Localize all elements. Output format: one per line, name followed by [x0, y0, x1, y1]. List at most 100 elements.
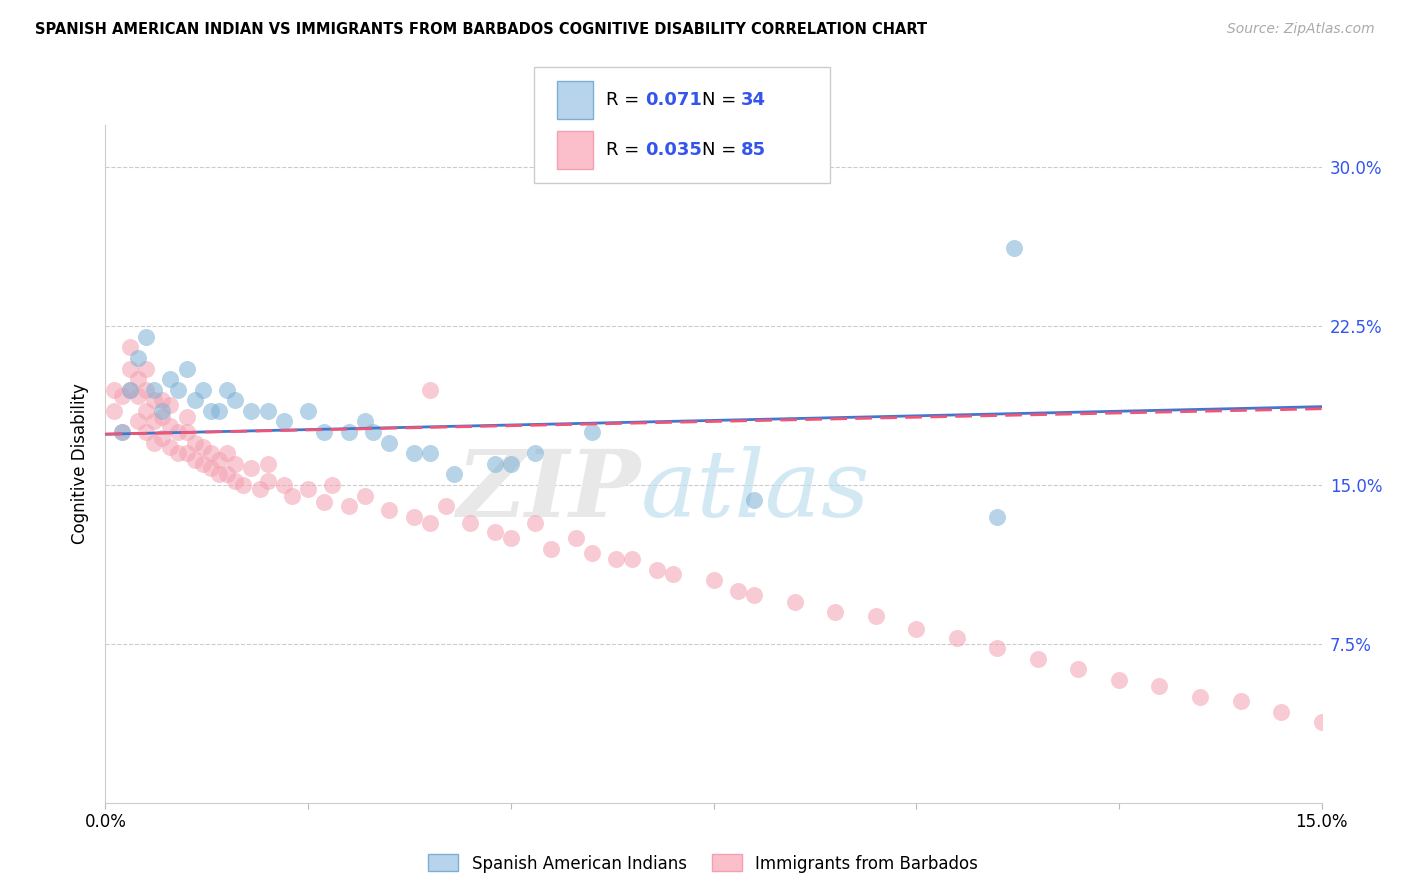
Point [742, 588, 765, 602]
Text: Source: ZipAtlas.com: Source: ZipAtlas.com [1227, 22, 1375, 37]
Point [524, 516, 547, 530]
Point [581, 546, 603, 560]
Point [499, 457, 522, 471]
Point [167, 383, 190, 397]
Point [176, 410, 198, 425]
Point [208, 467, 231, 482]
Point [354, 489, 377, 503]
Point [1067, 662, 1090, 676]
Point [143, 415, 166, 429]
Point [419, 516, 441, 530]
Point [176, 425, 198, 439]
Point [200, 461, 222, 475]
Point [378, 503, 401, 517]
Point [150, 393, 173, 408]
Point [905, 622, 928, 636]
Point [111, 425, 134, 439]
Point [143, 435, 166, 450]
Point [865, 609, 887, 624]
Point [232, 478, 254, 492]
Point [135, 404, 157, 418]
Point [135, 361, 157, 376]
Point [986, 509, 1008, 524]
Point [118, 361, 141, 376]
Point [200, 446, 222, 460]
Legend: Spanish American Indians, Immigrants from Barbados: Spanish American Indians, Immigrants fro… [422, 847, 984, 880]
Text: 0.071: 0.071 [645, 91, 702, 109]
Point [217, 446, 239, 460]
Point [240, 461, 263, 475]
Point [499, 531, 522, 545]
Text: N =: N = [702, 91, 741, 109]
Point [191, 440, 214, 454]
Point [217, 383, 239, 397]
Point [143, 383, 166, 397]
Text: 0.035: 0.035 [645, 141, 702, 159]
Point [273, 415, 295, 429]
Point [249, 483, 271, 497]
Point [361, 425, 384, 439]
Point [540, 541, 562, 556]
Point [1189, 690, 1212, 704]
Point [224, 474, 246, 488]
Point [378, 435, 401, 450]
Point [419, 446, 441, 460]
Point [645, 563, 668, 577]
Point [297, 404, 319, 418]
Point [217, 467, 239, 482]
Y-axis label: Cognitive Disability: Cognitive Disability [72, 384, 90, 544]
Point [1310, 715, 1333, 730]
Point [314, 425, 336, 439]
Point [135, 330, 157, 344]
Point [240, 404, 263, 418]
Point [337, 500, 360, 514]
Point [458, 516, 481, 530]
Text: N =: N = [702, 141, 741, 159]
Point [159, 372, 181, 386]
Point [127, 389, 149, 403]
Point [945, 631, 967, 645]
Point [256, 474, 278, 488]
Point [200, 404, 222, 418]
Point [824, 605, 846, 619]
Point [150, 404, 173, 418]
Text: 34: 34 [741, 91, 766, 109]
Text: 85: 85 [741, 141, 766, 159]
Point [484, 457, 506, 471]
Point [1270, 705, 1292, 719]
Point [986, 641, 1008, 656]
Text: R =: R = [606, 91, 645, 109]
Point [564, 531, 586, 545]
Point [135, 425, 157, 439]
Point [273, 478, 295, 492]
Point [1002, 241, 1025, 255]
Point [484, 524, 506, 539]
Point [191, 383, 214, 397]
Text: ZIP: ZIP [457, 446, 641, 536]
Point [419, 383, 441, 397]
Point [111, 389, 134, 403]
Point [118, 383, 141, 397]
Point [118, 340, 141, 354]
Point [443, 467, 465, 482]
Point [256, 404, 278, 418]
Point [321, 478, 343, 492]
Point [605, 552, 627, 566]
Point [281, 489, 304, 503]
Point [224, 393, 246, 408]
Point [135, 383, 157, 397]
Point [176, 446, 198, 460]
Point [191, 457, 214, 471]
Point [208, 452, 231, 467]
Point [118, 383, 141, 397]
Point [256, 457, 278, 471]
Point [402, 446, 425, 460]
Point [224, 457, 246, 471]
Point [783, 594, 806, 608]
Point [621, 552, 644, 566]
Point [183, 435, 205, 450]
Point [127, 415, 149, 429]
Point [159, 418, 181, 433]
Point [127, 351, 149, 365]
Point [662, 567, 685, 582]
